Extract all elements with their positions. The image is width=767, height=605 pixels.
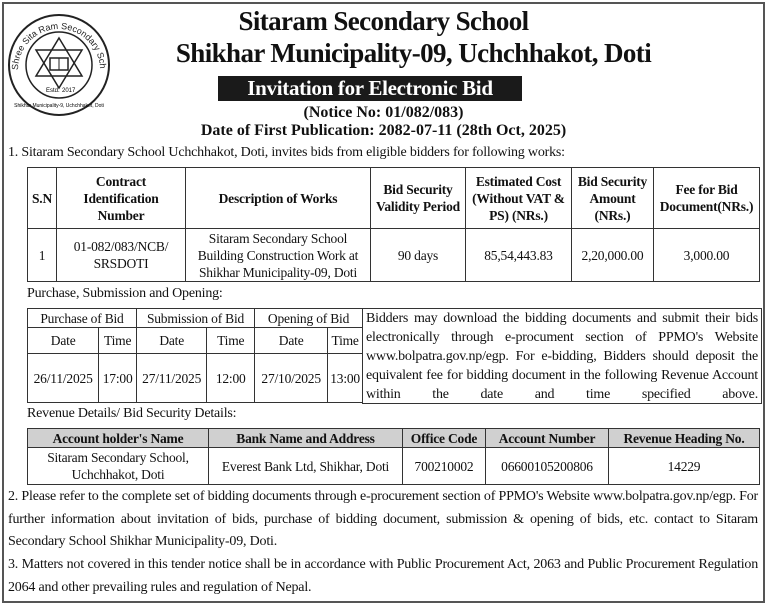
sub-date: Date	[135, 327, 208, 354]
logo-year: 2017	[62, 88, 76, 94]
paragraph-1: 1. Sitaram Secondary School Uchchhakot, …	[8, 145, 565, 160]
table-row: Sitaram Secondary School, Uchchhakot, Do…	[27, 447, 760, 485]
header-sn: S.N	[27, 167, 57, 229]
school-logo: Shree Sita Ram Secondary School Estd. 20…	[4, 10, 110, 116]
revenue-label: Revenue Details/ Bid Security Details:	[27, 406, 237, 421]
cell-estimated-cost: 85,54,443.83	[465, 228, 572, 282]
schedule-table: Purchase of Bid Submission of Bid Openin…	[26, 308, 363, 403]
table-row: 26/11/2025 17:00 27/11/2025 12:00 27/10/…	[26, 353, 363, 403]
cell-sn: 1	[27, 228, 57, 282]
header-description: Description of Works	[185, 167, 371, 229]
notice-banner: Invitation for Electronic Bid	[218, 76, 522, 101]
header-opening: Opening of Bid	[254, 308, 363, 328]
schedule-note: Bidders may download the bidding documen…	[362, 308, 762, 404]
cell-revenue-heading: 14229	[608, 447, 760, 485]
header-contract-id: Contract Identification Number	[56, 167, 186, 229]
paragraph-2: 2. Please refer to the complete set of b…	[8, 489, 758, 549]
cell-fee: 3,000.00	[653, 228, 760, 282]
header-fee: Fee for Bid Document(NRs.)	[653, 167, 760, 229]
cell-description: Sitaram Secondary School Building Constr…	[185, 228, 371, 282]
table-row: 1 01-082/083/NCB/ SRSDOTI Sitaram Second…	[27, 228, 760, 282]
sub-date: Date	[26, 327, 100, 354]
sub-time: Time	[206, 327, 256, 354]
school-location: Shikhar Municipality-09, Uchchhakot, Dot…	[175, 38, 652, 68]
header-office-code: Office Code	[402, 428, 486, 448]
works-table: S.N Contract Identification Number Descr…	[27, 167, 760, 282]
opening-date: 27/10/2025	[254, 353, 329, 403]
header-validity: Bid Security Validity Period	[370, 167, 466, 229]
cell-account-number: 06600105200806	[485, 447, 609, 485]
notice-number: (Notice No: 01/082/083)	[303, 104, 464, 121]
header-account-holder: Account holder's Name	[27, 428, 209, 448]
cell-validity: 90 days	[370, 228, 466, 282]
sub-time: Time	[327, 327, 363, 354]
logo-estd: Estd.	[46, 88, 60, 94]
cell-bank: Everest Bank Ltd, Shikhar, Doti	[208, 447, 403, 485]
header-bid-security: Bid Security Amount (NRs.)	[571, 167, 654, 229]
cell-contract-id: 01-082/083/NCB/ SRSDOTI	[56, 228, 186, 282]
schedule-label: Purchase, Submission and Opening:	[27, 286, 223, 301]
header-estimated-cost: Estimated Cost (Without VAT & PS) (NRs.)	[465, 167, 572, 229]
header-purchase: Purchase of Bid	[27, 308, 137, 328]
sub-time: Time	[98, 327, 137, 354]
header-submission: Submission of Bid	[135, 308, 256, 328]
cell-account-holder: Sitaram Secondary School, Uchchhakot, Do…	[27, 447, 209, 485]
sub-date: Date	[254, 327, 329, 354]
paragraph-3: 3. Matters not covered in this tender no…	[8, 557, 758, 595]
header-account-number: Account Number	[485, 428, 609, 448]
submission-date: 27/11/2025	[135, 353, 208, 403]
header-bank: Bank Name and Address	[208, 428, 403, 448]
revenue-table: Account holder's Name Bank Name and Addr…	[27, 428, 760, 485]
publication-date: Date of First Publication: 2082-07-11 (2…	[200, 122, 567, 139]
cell-bid-security: 2,20,000.00	[571, 228, 654, 282]
header-revenue-heading: Revenue Heading No.	[608, 428, 760, 448]
purchase-date: 26/11/2025	[26, 353, 100, 403]
school-name: Sitaram Secondary School	[238, 6, 529, 36]
cell-office-code: 700210002	[402, 447, 486, 485]
submission-time: 12:00	[206, 353, 256, 403]
svg-text:Shikhar Municipality-9, Uchchh: Shikhar Municipality-9, Uchchhakot, Doti	[14, 103, 104, 109]
opening-time: 13:00	[327, 353, 363, 403]
purchase-time: 17:00	[98, 353, 137, 403]
